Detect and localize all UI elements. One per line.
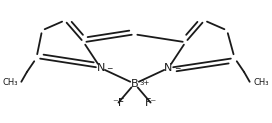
Text: 3+: 3+: [139, 80, 150, 86]
Text: CH₃: CH₃: [254, 78, 269, 87]
Text: F⁻: F⁻: [144, 98, 157, 108]
Text: N: N: [96, 63, 105, 73]
Text: −: −: [106, 64, 113, 73]
Text: B: B: [131, 79, 138, 89]
Text: CH₃: CH₃: [2, 78, 17, 87]
Text: ⁻F: ⁻F: [112, 98, 125, 108]
Text: −: −: [174, 64, 181, 73]
Text: N: N: [164, 63, 173, 73]
